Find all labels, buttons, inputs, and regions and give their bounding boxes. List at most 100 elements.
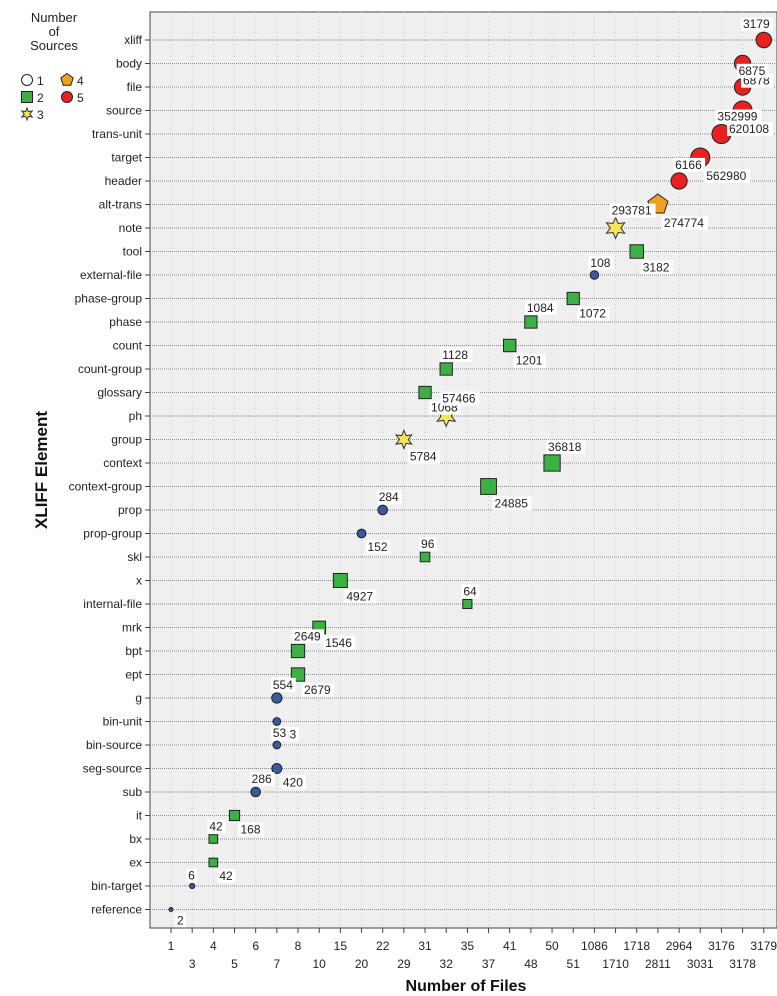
data-label: 1128: [442, 348, 468, 362]
data-label: 3179: [743, 17, 770, 31]
data-point: [208, 857, 219, 868]
data-labels: 3179687868756201083529995629806166274774…: [175, 17, 773, 928]
y-tick-label: ept: [125, 668, 142, 682]
data-label-background: [640, 260, 673, 275]
x-tick-label: 3179: [750, 939, 777, 953]
data-point: [418, 385, 432, 400]
x-tick-label: 20: [355, 957, 369, 971]
y-tick-label: ph: [129, 409, 142, 423]
data-label: 420: [283, 776, 303, 790]
y-tick-label: context-group: [69, 480, 143, 494]
data-point: [670, 172, 688, 190]
y-tick-label: internal-file: [83, 597, 142, 611]
data-label: 168: [241, 823, 261, 837]
x-tick-label: 3: [189, 957, 196, 971]
data-point: [228, 809, 241, 822]
data-label: 6875: [739, 64, 766, 78]
y-tick-label: prop-group: [83, 527, 142, 541]
y-tick-label: bin-unit: [103, 715, 143, 729]
data-label: 57466: [442, 392, 476, 406]
x-tick-label: 1718: [623, 939, 650, 953]
x-tick-label: 22: [376, 939, 390, 953]
x-tick-label: 32: [440, 957, 454, 971]
data-label-background: [344, 589, 377, 604]
x-tick-label: 1710: [602, 957, 629, 971]
legend-label: 2: [37, 91, 44, 105]
x-tick-label: 37: [482, 957, 496, 971]
data-label-background: [186, 868, 198, 883]
y-tick-label: file: [127, 80, 143, 94]
data-label-background: [270, 677, 296, 692]
data-label: 152: [368, 540, 388, 554]
data-label: 1072: [579, 307, 606, 321]
data-label: 2649: [294, 629, 321, 643]
data-point: [755, 31, 773, 49]
x-tick-label: 29: [397, 957, 411, 971]
y-tick-label: ex: [129, 856, 142, 870]
x-tick-label: 3031: [687, 957, 714, 971]
data-label-background: [546, 439, 586, 454]
y-tick-label: phase-group: [75, 292, 143, 306]
y-tick-label: bpt: [125, 644, 142, 658]
data-point: [290, 643, 306, 659]
data-label: 620108: [729, 122, 769, 136]
y-tick-label: trans-unit: [92, 127, 143, 141]
x-tick-label: 35: [461, 939, 475, 953]
y-tick-label: reference: [91, 903, 142, 917]
data-label-background: [577, 306, 610, 321]
data-point: [605, 216, 626, 240]
data-label-background: [407, 449, 440, 464]
y-axis-title: XLIFF Element: [32, 411, 51, 529]
data-point: [332, 572, 348, 589]
y-tick-label: bx: [129, 832, 142, 846]
data-label: 4927: [346, 590, 373, 604]
data-point: [271, 692, 283, 704]
x-tick-label: 31: [418, 939, 432, 953]
y-tick-label: count-group: [78, 362, 142, 376]
y-tick-label: mrk: [122, 621, 143, 635]
data-label: 352999: [717, 110, 757, 124]
data-label-background: [238, 822, 264, 837]
data-label: 42: [209, 820, 223, 834]
data-label: 53: [273, 726, 287, 740]
data-label-background: [440, 391, 480, 406]
data-label-background: [376, 490, 402, 505]
data-label-background: [704, 169, 751, 183]
data-point: [168, 907, 174, 912]
data-label-background: [292, 629, 325, 644]
legend-title: Number of Sources: [30, 10, 78, 53]
y-tick-label: xliff: [124, 33, 142, 47]
data-label: 64: [463, 584, 477, 598]
data-label: 42: [219, 869, 233, 883]
y-tick-label: context: [103, 456, 142, 470]
data-label: 2: [177, 913, 184, 927]
data-point: [394, 429, 413, 450]
legend: Number of Sources 1 2 3 4 5: [20, 10, 84, 122]
y-tick-label: note: [119, 221, 143, 235]
data-point: [377, 504, 388, 516]
data-label-background: [673, 157, 706, 172]
data-label-background: [513, 353, 546, 368]
data-label-background: [249, 772, 275, 787]
x-tick-label: 41: [503, 939, 517, 953]
data-label: 293781: [612, 204, 652, 218]
data-point: [480, 478, 497, 495]
data-label-background: [715, 109, 762, 124]
data-label-background: [217, 868, 236, 883]
x-tick-label: 6: [252, 939, 259, 953]
y-tick-label: source: [106, 104, 142, 118]
data-point: [543, 454, 561, 472]
data-point: [208, 834, 219, 844]
x-tick-label: 2811: [645, 957, 671, 971]
y-tick-label: group: [111, 433, 142, 447]
data-label: 554: [273, 678, 293, 692]
data-label-background: [588, 255, 614, 270]
data-point: [356, 528, 367, 539]
legend-marker: [21, 91, 33, 103]
x-tick-label: 10: [313, 957, 327, 971]
data-label: 2679: [304, 683, 331, 697]
data-label: 1201: [516, 354, 543, 368]
y-tick-label: sub: [123, 785, 143, 799]
